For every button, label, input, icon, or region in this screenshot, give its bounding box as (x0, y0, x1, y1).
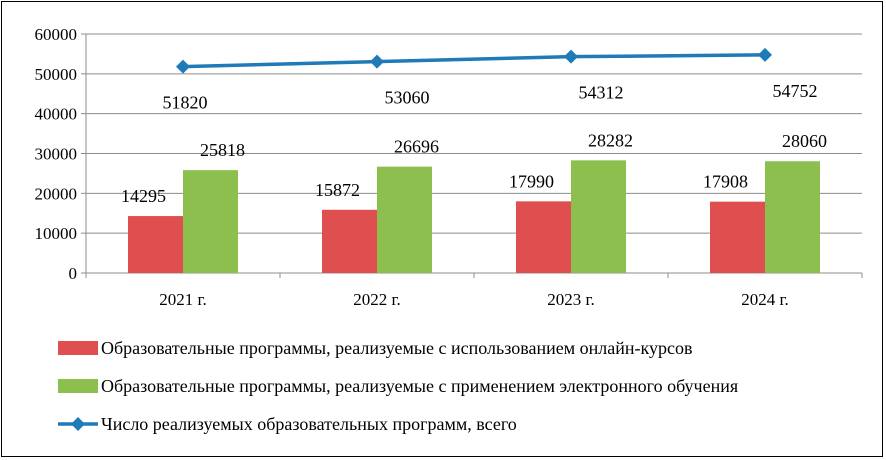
bars (128, 160, 820, 273)
y-axis: 0 10000 20000 30000 40000 50000 60000 (35, 25, 87, 283)
data-label: 28060 (782, 131, 827, 151)
y-tick-label: 10000 (35, 224, 78, 243)
legend: Образовательные программы, реализуемые с… (58, 338, 738, 434)
legend-label: Образовательные программы, реализуемые с… (101, 338, 692, 358)
legend-label: Число реализуемых образовательных програ… (101, 414, 517, 434)
bar-e-learning (571, 160, 626, 273)
data-label: 28282 (588, 130, 633, 150)
data-label: 14295 (121, 186, 166, 206)
data-label: 17990 (509, 171, 554, 191)
data-label: 17908 (703, 172, 748, 192)
total-line-point (758, 47, 772, 62)
bar-e-learning (765, 161, 820, 273)
total-line (176, 47, 772, 74)
x-tick-label: 2024 г. (741, 290, 789, 309)
data-label: 51820 (163, 93, 208, 113)
y-tick-label: 60000 (35, 25, 78, 44)
bar-online-courses (710, 201, 765, 273)
x-tick-label: 2023 г. (547, 290, 595, 309)
legend-swatch (58, 379, 98, 393)
data-label: 54752 (773, 81, 818, 101)
y-tick-label: 0 (69, 264, 78, 283)
total-line-point (370, 54, 384, 69)
bar-online-courses (516, 201, 571, 273)
data-label: 15872 (315, 180, 360, 200)
data-label: 53060 (385, 88, 430, 108)
y-tick-label: 40000 (35, 105, 78, 124)
y-tick-label: 30000 (35, 145, 78, 164)
bar-online-courses (322, 209, 377, 273)
data-label: 54312 (579, 83, 624, 103)
bar-e-learning (377, 166, 432, 273)
y-tick-label: 50000 (35, 65, 78, 84)
x-tick-label: 2022 г. (353, 290, 401, 309)
total-line-point (564, 49, 578, 64)
legend-swatch (58, 341, 98, 355)
y-tick-label: 20000 (35, 184, 78, 203)
x-axis: 2021 г. 2022 г. 2023 г. 2024 г. (85, 272, 863, 309)
bar-online-courses (128, 216, 183, 273)
bar-e-learning (183, 170, 238, 273)
legend-swatch-marker (71, 417, 85, 431)
data-label: 25818 (200, 140, 245, 160)
data-label: 26696 (394, 137, 439, 157)
total-line-path (182, 53, 766, 69)
x-tick-label: 2021 г. (159, 290, 207, 309)
data-labels: 14295 15872 17990 17908 25818 26696 28282 28060… (121, 81, 827, 206)
legend-label: Образовательные программы, реализуемые с… (101, 376, 738, 396)
total-line-point (176, 59, 190, 74)
